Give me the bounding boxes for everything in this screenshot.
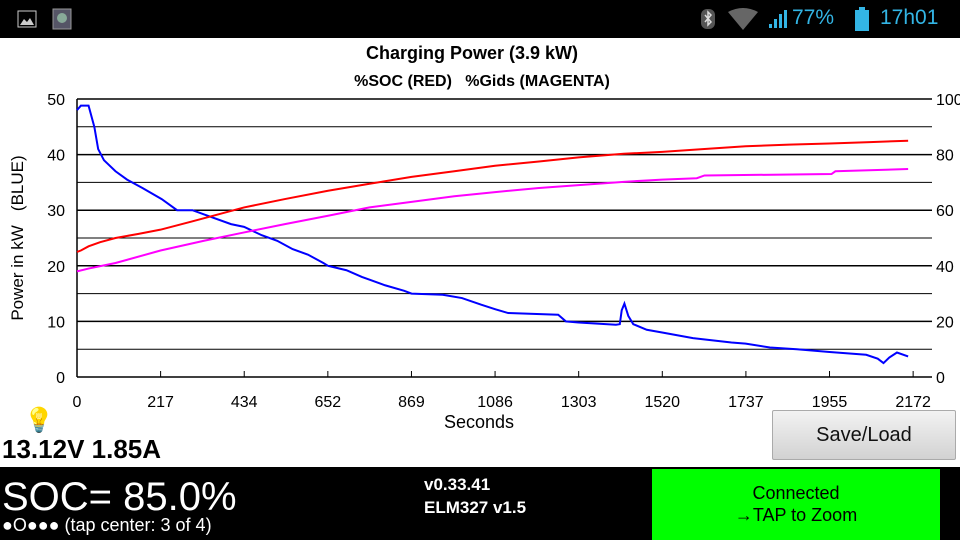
save-load-button[interactable]: Save/Load bbox=[772, 410, 956, 460]
connected-label: Connected bbox=[752, 483, 840, 503]
y2-tick-label: 80 bbox=[936, 148, 954, 165]
app-version: v0.33.41 bbox=[424, 475, 491, 494]
x-tick-label: 217 bbox=[147, 394, 174, 411]
tap-to-zoom-label: →TAP to Zoom bbox=[734, 505, 858, 525]
y2-tick-label: 0 bbox=[936, 370, 945, 387]
wifi-icon bbox=[728, 8, 758, 30]
connection-status-button[interactable]: Connected →TAP to Zoom bbox=[652, 469, 940, 540]
voltage-current-readout: 13.12V 1.85A bbox=[2, 434, 162, 464]
x-tick-label: 1086 bbox=[477, 394, 513, 411]
x-tick-label: 0 bbox=[73, 394, 82, 411]
bluetooth-icon bbox=[701, 9, 715, 29]
page-indicator: ●O●●● (tap center: 3 of 4) bbox=[2, 515, 212, 535]
y2-tick-label: 100 bbox=[936, 92, 960, 109]
x-tick-label: 1303 bbox=[561, 394, 597, 411]
clock: 17h01 bbox=[880, 6, 939, 29]
status-bar: 77% 17h01 bbox=[0, 0, 960, 38]
y2-tick-label: 40 bbox=[936, 259, 954, 276]
y-tick-label: 0 bbox=[56, 370, 65, 387]
y-tick-label: 10 bbox=[47, 314, 65, 331]
version-info: v0.33.41 ELM327 v1.5 bbox=[424, 473, 526, 519]
charging-chart[interactable]: Charging Power (3.9 kW) %SOC (RED) %Gids… bbox=[0, 38, 960, 438]
x-tick-label: 869 bbox=[398, 394, 425, 411]
main-panel: Charging Power (3.9 kW) %SOC (RED) %Gids… bbox=[0, 38, 960, 467]
x-tick-label: 1737 bbox=[728, 394, 764, 411]
x-tick-label: 2172 bbox=[895, 394, 931, 411]
x-axis-label: Seconds bbox=[444, 412, 514, 432]
y2-tick-label: 60 bbox=[936, 203, 954, 220]
x-tick-label: 1955 bbox=[812, 394, 848, 411]
y-tick-label: 40 bbox=[47, 148, 65, 165]
soc-readout[interactable]: SOC= 85.0% bbox=[2, 475, 237, 519]
info-bar: SOC= 85.0% ●O●●● (tap center: 3 of 4) v0… bbox=[0, 467, 960, 540]
signal-icon bbox=[769, 10, 787, 28]
series--gids bbox=[76, 168, 909, 273]
gallery-notification-icon bbox=[17, 10, 37, 28]
x-tick-label: 1520 bbox=[644, 394, 680, 411]
y2-tick-label: 20 bbox=[936, 314, 954, 331]
chart-subtitle: %SOC (RED) %Gids (MAGENTA) bbox=[354, 73, 610, 90]
series-power-kw bbox=[76, 104, 909, 365]
x-tick-label: 652 bbox=[314, 394, 341, 411]
elm-version: ELM327 v1.5 bbox=[424, 498, 527, 517]
y-axis-label: Power in kW (BLUE) bbox=[8, 155, 27, 320]
app-notification-icon bbox=[52, 8, 72, 30]
battery-percent: 77% bbox=[792, 6, 835, 29]
series--soc bbox=[76, 139, 909, 253]
x-tick-label: 434 bbox=[231, 394, 258, 411]
lightbulb-icon[interactable]: 💡 bbox=[24, 407, 54, 434]
chart-title: Charging Power (3.9 kW) bbox=[366, 43, 578, 63]
y-tick-label: 20 bbox=[47, 259, 65, 276]
y-tick-label: 50 bbox=[47, 92, 65, 109]
battery-icon bbox=[855, 7, 869, 31]
y-tick-label: 30 bbox=[47, 203, 65, 220]
